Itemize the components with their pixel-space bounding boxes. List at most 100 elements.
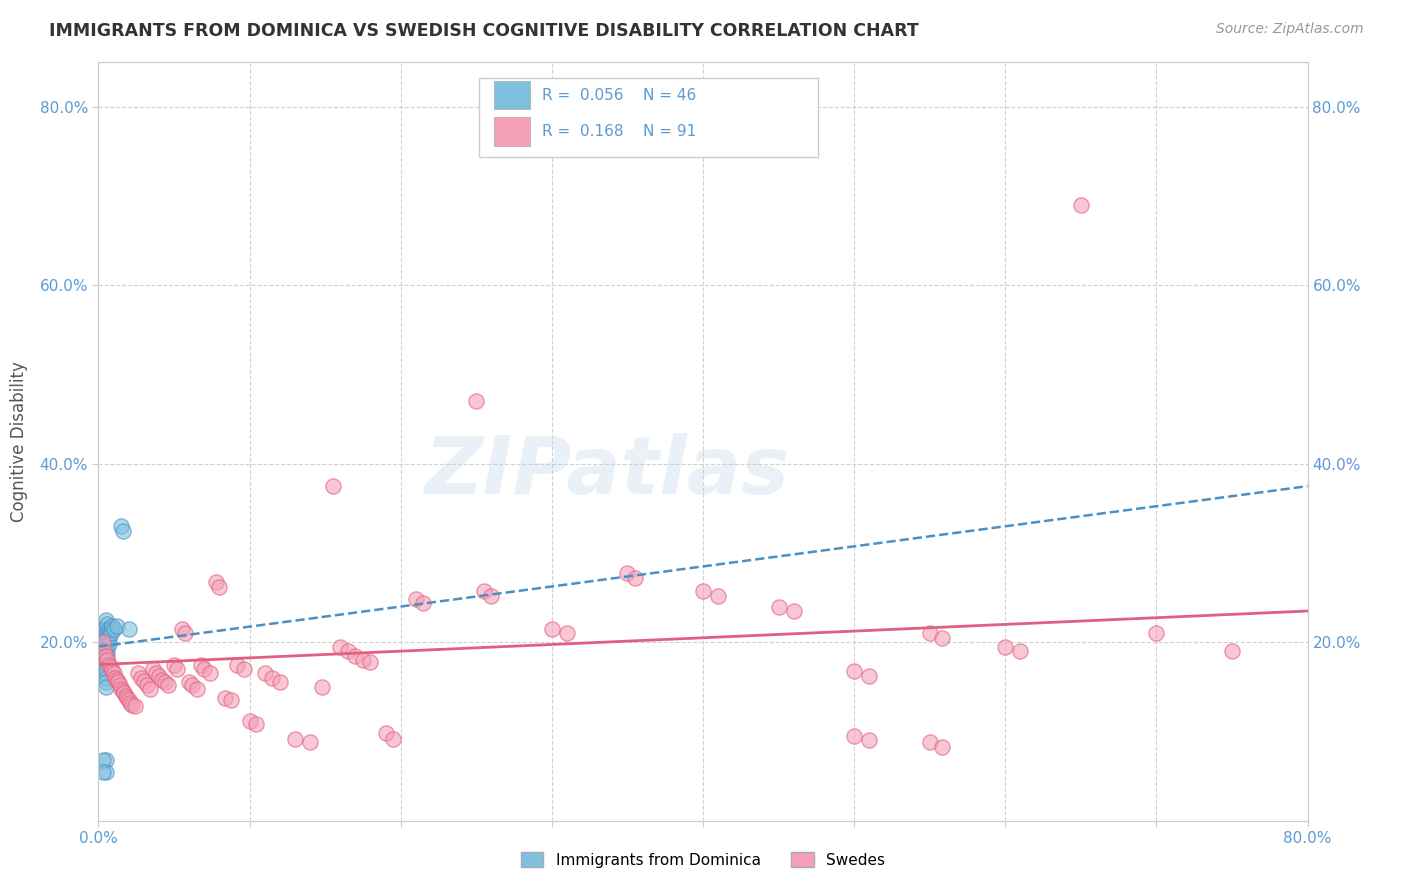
Point — [783, 604, 806, 618]
Point — [135, 678, 157, 692]
Point — [94, 613, 117, 627]
Point — [94, 631, 117, 645]
Point — [692, 583, 714, 598]
Point — [104, 671, 127, 685]
Point — [352, 653, 374, 667]
Point — [1144, 626, 1167, 640]
Point — [94, 680, 117, 694]
Point — [1070, 198, 1092, 212]
Point — [465, 394, 488, 409]
Point — [94, 640, 117, 654]
FancyBboxPatch shape — [494, 117, 530, 145]
Point — [100, 660, 122, 674]
FancyBboxPatch shape — [479, 78, 818, 157]
Point — [94, 753, 117, 767]
Point — [311, 680, 333, 694]
Point — [93, 631, 115, 645]
Point — [103, 622, 125, 636]
Point — [96, 626, 118, 640]
Point — [93, 644, 115, 658]
Point — [186, 681, 208, 696]
Point — [110, 519, 132, 533]
Point — [768, 599, 790, 614]
Point — [412, 596, 434, 610]
Point — [253, 666, 276, 681]
Point — [94, 666, 117, 681]
Point — [100, 622, 122, 636]
Point — [918, 735, 941, 749]
Point — [132, 673, 155, 688]
Point — [405, 592, 427, 607]
Point — [111, 684, 134, 698]
Point — [105, 619, 128, 633]
Point — [150, 673, 173, 687]
Point — [112, 686, 135, 700]
Point — [94, 653, 117, 667]
Point — [481, 589, 503, 603]
Point — [208, 580, 231, 594]
Point — [94, 764, 117, 779]
Text: R =  0.168    N = 91: R = 0.168 N = 91 — [543, 124, 696, 139]
Point — [374, 726, 396, 740]
Point — [232, 662, 254, 676]
Point — [193, 662, 215, 676]
Point — [96, 646, 118, 660]
Point — [153, 675, 176, 690]
Point — [148, 669, 170, 683]
Point — [931, 631, 953, 645]
Point — [190, 657, 212, 672]
Point — [127, 666, 149, 681]
Point — [94, 648, 117, 663]
Point — [94, 622, 117, 636]
Point — [114, 689, 136, 703]
Point — [336, 644, 359, 658]
Point — [101, 619, 124, 633]
Point — [166, 662, 188, 676]
Point — [931, 740, 953, 755]
Point — [100, 626, 122, 640]
Point — [616, 566, 638, 580]
Point — [707, 589, 730, 603]
Point — [98, 637, 121, 651]
Point — [170, 622, 193, 636]
Point — [181, 678, 204, 692]
Point — [120, 696, 142, 710]
Point — [105, 673, 128, 687]
Point — [94, 648, 117, 663]
Text: IMMIGRANTS FROM DOMINICA VS SWEDISH COGNITIVE DISABILITY CORRELATION CHART: IMMIGRANTS FROM DOMINICA VS SWEDISH COGN… — [49, 22, 920, 40]
Point — [299, 735, 322, 749]
Point — [94, 662, 117, 676]
Point — [124, 699, 146, 714]
Point — [103, 666, 125, 681]
Point — [91, 753, 114, 767]
Text: Source: ZipAtlas.com: Source: ZipAtlas.com — [1216, 22, 1364, 37]
Point — [108, 678, 131, 692]
Point — [221, 693, 243, 707]
Point — [205, 574, 228, 589]
Point — [540, 622, 562, 636]
Point — [96, 635, 118, 649]
Y-axis label: Cognitive Disability: Cognitive Disability — [10, 361, 28, 522]
Point — [145, 666, 167, 681]
Point — [110, 681, 132, 696]
Point — [844, 729, 866, 743]
Point — [1010, 644, 1032, 658]
Point — [858, 669, 880, 683]
Point — [173, 626, 195, 640]
Point — [98, 657, 121, 672]
Point — [262, 671, 284, 685]
Point — [1220, 644, 1243, 658]
Point — [91, 764, 114, 779]
Point — [858, 733, 880, 747]
Point — [239, 714, 262, 728]
Point — [994, 640, 1017, 654]
Point — [844, 664, 866, 678]
Point — [94, 644, 117, 658]
Text: ZIPatlas: ZIPatlas — [423, 433, 789, 511]
Point — [118, 622, 141, 636]
Point — [94, 657, 117, 672]
Point — [284, 731, 307, 746]
Point — [142, 662, 165, 676]
Point — [118, 693, 141, 707]
Point — [624, 571, 647, 585]
